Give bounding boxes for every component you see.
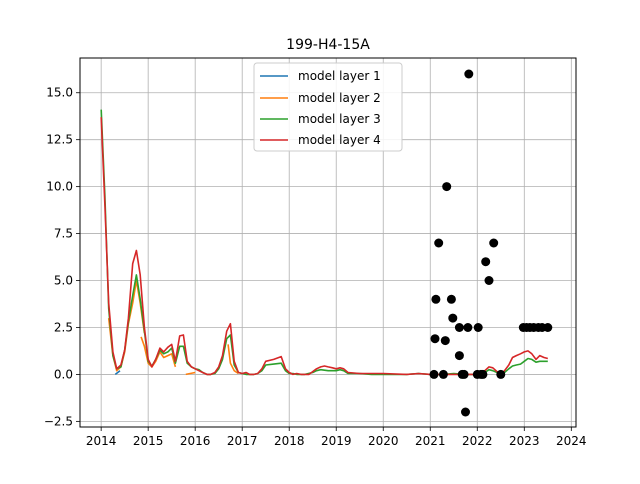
observation-point: [440, 336, 450, 346]
observation-point: [484, 276, 494, 285]
series-line-layer-2: [185, 371, 196, 376]
observation-point: [430, 334, 440, 344]
x-tick-label: 2020: [368, 434, 399, 448]
y-tick-label: 5.0: [54, 274, 73, 288]
observation-point: [446, 294, 456, 304]
legend-label-layer-1: model layer 1: [298, 69, 381, 83]
observation-point: [442, 182, 452, 192]
series-line-layer-1: [114, 370, 121, 376]
x-tick-label: 2014: [86, 434, 117, 448]
observation-point: [464, 69, 474, 79]
x-tick-label: 2023: [509, 434, 540, 448]
series-layer: [100, 109, 549, 376]
observation-point: [448, 313, 458, 323]
y-tick-label: 7.5: [54, 227, 73, 241]
y-tick-label: 10.0: [46, 180, 73, 194]
legend: model layer 1 model layer 2 model layer …: [253, 62, 403, 152]
observation-point: [473, 323, 483, 332]
x-tick-label: 2015: [133, 434, 164, 448]
plot-frame: [79, 57, 577, 428]
observation-point: [481, 257, 491, 267]
series-line-layer-4: [100, 117, 549, 376]
observation-point: [454, 323, 464, 332]
x-tick-label: 2017: [227, 434, 258, 448]
observation-point: [489, 238, 499, 248]
y-tick-label: −2.5: [44, 414, 73, 428]
observation-point: [429, 369, 439, 379]
observation-point: [438, 369, 448, 379]
y-tick-label: 0.0: [54, 367, 73, 381]
observation-point: [463, 323, 473, 332]
observation-layer: [429, 69, 553, 417]
x-tick-label: 2024: [556, 434, 587, 448]
series-line-layer-2: [227, 344, 239, 375]
observation-point: [459, 369, 469, 379]
observation-point: [431, 294, 441, 304]
observation-point: [543, 323, 553, 332]
x-tick-label: 2018: [274, 434, 305, 448]
x-tick-label: 2022: [462, 434, 493, 448]
y-tick-label: 15.0: [46, 86, 73, 100]
observation-point: [478, 369, 488, 379]
legend-frame: [253, 62, 403, 152]
x-tick-label: 2021: [415, 434, 446, 448]
legend-label-layer-2: model layer 2: [298, 91, 381, 105]
x-tick-label: 2016: [180, 434, 211, 448]
legend-label-layer-3: model layer 3: [298, 112, 381, 126]
axes-layer: 2014 2015 2016 2017 2018 2019 2020 2021 2022 2023…: [44, 86, 587, 448]
y-tick-label: 2.5: [54, 320, 73, 334]
legend-label-layer-4: model layer 4: [298, 133, 381, 147]
x-tick-label: 2019: [321, 434, 352, 448]
observation-point: [496, 369, 506, 379]
grid-layer: [80, 58, 576, 427]
observation-point: [454, 351, 464, 361]
y-tick-label: 12.5: [46, 133, 73, 147]
observation-point: [461, 407, 470, 417]
chart-title: 199-H4-15A: [286, 37, 370, 53]
observation-point: [434, 238, 444, 248]
